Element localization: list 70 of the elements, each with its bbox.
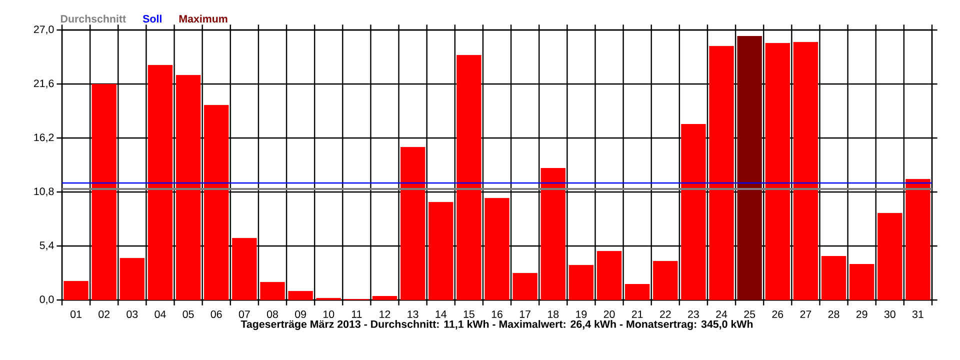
bar — [232, 238, 257, 300]
x-tick-label: 26 — [772, 310, 784, 318]
bar — [288, 290, 313, 300]
x-tick-label: 05 — [182, 310, 194, 318]
x-tick-label: 28 — [828, 310, 840, 318]
ref-line-label: Soll — [142, 14, 162, 23]
y-tick-label: 5,4 — [40, 242, 54, 250]
y-tick-label: 27,0 — [34, 26, 54, 34]
x-tick-label: 17 — [520, 310, 530, 318]
bar — [204, 104, 229, 300]
bar — [653, 260, 678, 300]
bar — [512, 272, 538, 300]
y-tick-label: 10,8 — [34, 188, 54, 196]
bar — [372, 296, 398, 300]
bar — [64, 280, 88, 300]
x-tick-label: 27 — [800, 310, 812, 318]
x-tick-label: 04 — [154, 310, 166, 318]
x-tick-label: 09 — [295, 310, 306, 318]
x-tick-label: 22 — [660, 310, 671, 318]
x-tick-label: 03 — [126, 310, 138, 318]
x-tick-label: 29 — [856, 310, 868, 318]
x-tick-label: 10 — [324, 310, 334, 318]
x-tick-label: 01 — [70, 310, 82, 318]
bar — [400, 146, 426, 300]
x-tick-label: 19 — [576, 310, 587, 318]
x-tick-label: 21 — [632, 310, 643, 318]
x-tick-label: 24 — [716, 310, 728, 318]
x-tick-label: 31 — [912, 310, 924, 318]
bar — [849, 264, 874, 300]
bar — [709, 46, 734, 300]
y-tick-label: 0,0 — [40, 296, 54, 304]
x-tick-label: 07 — [238, 310, 250, 318]
text: Maximum — [179, 14, 228, 23]
bar — [878, 212, 902, 300]
y-tick-label: 21,6 — [34, 80, 54, 88]
bar — [540, 168, 566, 300]
bar — [765, 42, 790, 300]
x-axis-title: Tageserträge März 2013 - Durchschnitt: 11,1 kWh - Maximalwert: 26,4 kWh - Monatsertrag: 345,0 kWh — [240, 320, 753, 330]
bar — [484, 198, 510, 300]
bar — [120, 258, 145, 300]
bar — [681, 124, 706, 300]
x-tick-label: 30 — [884, 310, 896, 318]
bar — [906, 178, 930, 300]
x-tick-label: 18 — [548, 310, 559, 318]
x-tick-label: 13 — [408, 310, 418, 318]
x-tick-label: 20 — [604, 310, 615, 318]
bar — [624, 284, 650, 300]
x-tick-label: 06 — [210, 310, 222, 318]
x-tick-label: 25 — [744, 310, 756, 318]
x-tick-label: 12 — [380, 310, 390, 318]
x-tick-label: 11 — [352, 310, 362, 318]
bar — [737, 36, 762, 300]
y-tick-label: 16,2 — [34, 134, 54, 142]
x-tick-label: 02 — [98, 310, 110, 318]
bar — [456, 54, 482, 300]
bar — [148, 64, 173, 300]
x-tick-label: 16 — [492, 310, 502, 318]
x-tick-label: 08 — [266, 310, 278, 318]
bar — [176, 74, 201, 300]
bar — [596, 250, 622, 300]
bar — [428, 202, 454, 300]
x-tick-label: 14 — [436, 310, 446, 318]
ref-line-label: Durchschnitt — [60, 14, 126, 23]
x-tick-label: 15 — [464, 310, 474, 318]
bar — [793, 42, 818, 300]
bar — [260, 282, 285, 300]
bar — [821, 256, 846, 300]
bar — [92, 84, 116, 300]
x-tick-label: 23 — [688, 310, 699, 318]
bar — [568, 264, 594, 300]
